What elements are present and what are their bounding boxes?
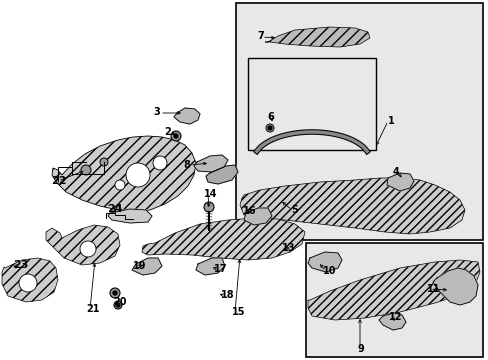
Circle shape xyxy=(80,241,96,257)
Circle shape xyxy=(203,202,214,212)
Circle shape xyxy=(115,180,125,190)
Text: 16: 16 xyxy=(243,206,256,216)
Polygon shape xyxy=(264,27,369,47)
Circle shape xyxy=(126,163,150,187)
Circle shape xyxy=(116,303,120,307)
Text: 4: 4 xyxy=(392,167,399,177)
Polygon shape xyxy=(307,260,479,320)
Circle shape xyxy=(19,274,37,292)
Text: 1: 1 xyxy=(387,116,394,126)
Text: 9: 9 xyxy=(357,344,364,354)
Polygon shape xyxy=(244,208,271,225)
Circle shape xyxy=(153,156,167,170)
Text: 21: 21 xyxy=(86,304,99,314)
Text: 14: 14 xyxy=(203,189,217,199)
Polygon shape xyxy=(142,218,305,260)
Text: 2: 2 xyxy=(163,127,170,137)
Circle shape xyxy=(171,131,181,141)
Bar xyxy=(247,58,375,150)
Circle shape xyxy=(100,158,108,166)
Text: 17: 17 xyxy=(214,264,227,274)
Polygon shape xyxy=(196,258,224,275)
Polygon shape xyxy=(205,165,238,184)
Text: 12: 12 xyxy=(388,312,402,322)
Text: 13: 13 xyxy=(282,243,295,253)
Circle shape xyxy=(265,124,273,132)
Polygon shape xyxy=(46,225,120,265)
Circle shape xyxy=(113,291,117,295)
Text: 20: 20 xyxy=(113,297,126,307)
Circle shape xyxy=(114,301,122,309)
Polygon shape xyxy=(432,268,477,305)
Text: 15: 15 xyxy=(231,307,245,317)
Polygon shape xyxy=(174,108,200,124)
Polygon shape xyxy=(240,178,464,234)
Text: 11: 11 xyxy=(426,284,440,294)
Polygon shape xyxy=(132,258,162,275)
Text: 5: 5 xyxy=(290,205,297,215)
Circle shape xyxy=(110,288,120,298)
Circle shape xyxy=(81,165,91,175)
Circle shape xyxy=(174,134,178,138)
Text: 19: 19 xyxy=(133,261,146,271)
Text: 10: 10 xyxy=(323,266,336,276)
Bar xyxy=(305,243,482,357)
Polygon shape xyxy=(386,173,413,191)
Text: 7: 7 xyxy=(257,31,263,41)
Polygon shape xyxy=(108,209,152,223)
Polygon shape xyxy=(194,155,227,172)
Polygon shape xyxy=(378,313,405,330)
Bar xyxy=(236,3,482,240)
Text: 22: 22 xyxy=(51,176,66,186)
Polygon shape xyxy=(307,252,341,272)
Text: 18: 18 xyxy=(221,290,234,300)
Text: 6: 6 xyxy=(266,112,273,122)
Text: 23: 23 xyxy=(13,260,28,270)
Circle shape xyxy=(267,126,271,130)
Text: 8: 8 xyxy=(183,160,189,170)
Polygon shape xyxy=(2,258,58,302)
Text: 3: 3 xyxy=(153,107,160,117)
Text: 24: 24 xyxy=(107,204,122,214)
Polygon shape xyxy=(52,136,196,212)
